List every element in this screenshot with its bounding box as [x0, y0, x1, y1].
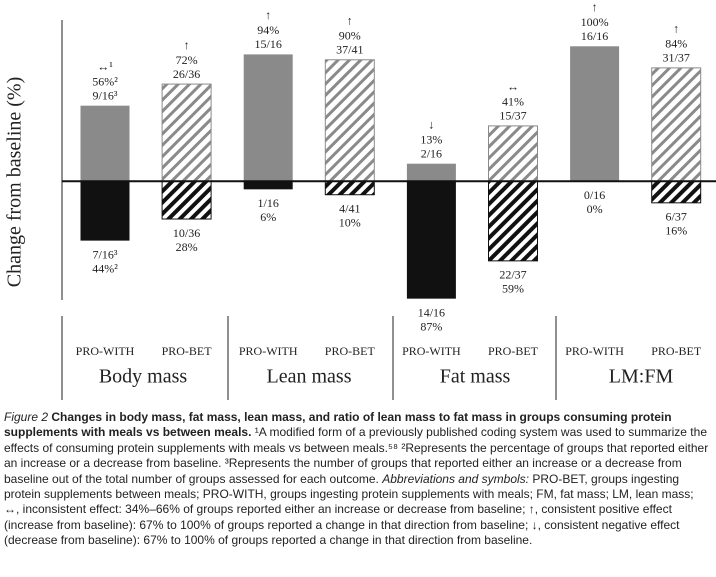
value-label: 28% — [176, 240, 198, 254]
value-label: 90% — [339, 29, 361, 43]
count-label: 7/16³ — [93, 247, 118, 261]
bar — [406, 163, 456, 182]
bar — [243, 181, 293, 190]
x-tick-label: PRO-BET — [162, 344, 213, 358]
y-axis-label: Change from baseline (%) — [4, 77, 26, 287]
caption-text: PRO-BET, groups ingesting protein supple… — [4, 471, 694, 548]
value-label: 41% — [502, 95, 524, 109]
bar — [406, 181, 456, 299]
direction-symbol: ↑ — [592, 0, 598, 14]
bar — [651, 67, 702, 182]
x-tick-label: PRO-WITH — [402, 344, 461, 358]
direction-symbol: ↑ — [184, 38, 190, 52]
bar — [80, 105, 130, 182]
value-label: 87% — [420, 319, 442, 333]
chart: Change from baseline (%) Body mass Lean m… — [4, 0, 716, 400]
value-label: 56%² — [92, 74, 118, 88]
x-tick-label: PRO-BET — [651, 344, 702, 358]
bar — [651, 180, 702, 204]
x-tick-label: PRO-WITH — [239, 344, 298, 358]
value-label: 0% — [587, 202, 603, 216]
bar — [161, 83, 212, 182]
value-label: 72% — [176, 53, 198, 67]
x-tick-label: PRO-WITH — [76, 344, 135, 358]
direction-symbol: ↔ — [507, 80, 519, 94]
group-label: Body mass — [99, 366, 188, 388]
count-label: 0/16 — [584, 188, 605, 202]
bar — [324, 180, 375, 196]
x-tick-label: PRO-WITH — [565, 344, 624, 358]
x-tick-label: PRO-BET — [325, 344, 376, 358]
count-label: 9/16³ — [93, 88, 118, 102]
direction-symbol: ↑ — [673, 22, 679, 36]
x-tick-label: PRO-BET — [488, 344, 539, 358]
count-label: 31/37 — [663, 51, 690, 65]
value-label: 94% — [257, 23, 279, 37]
bar — [161, 180, 212, 220]
count-label: 10/36 — [173, 226, 200, 240]
count-label: 14/16 — [418, 305, 445, 319]
direction-symbol: ↓ — [428, 117, 434, 131]
count-label: 26/36 — [173, 67, 200, 81]
value-label: 84% — [665, 37, 687, 51]
group-label: LM:FM — [609, 366, 674, 388]
value-label: 44%² — [92, 261, 118, 275]
value-label: 13% — [420, 132, 442, 146]
caption: Figure 2 Changes in body mass, fat mass,… — [4, 410, 712, 549]
value-label: 59% — [502, 282, 524, 296]
count-label: 2/16 — [421, 146, 442, 160]
value-label: 100% — [581, 15, 609, 29]
caption-text: ¹A modified form of a previously publish… — [4, 425, 709, 486]
count-label: 15/37 — [499, 109, 526, 123]
count-label: 4/41 — [339, 201, 360, 215]
figure-label: Figure 2 — [4, 410, 49, 424]
count-label: 6/37 — [666, 210, 687, 224]
bar — [570, 46, 620, 182]
caption-heading: Changes in body mass, fat mass, lean mas… — [4, 410, 672, 440]
abbrev-label: Abbreviations and symbols: — [382, 471, 529, 486]
direction-symbol: ↑ — [265, 8, 271, 22]
value-label: 6% — [260, 210, 276, 224]
value-label: 16% — [665, 224, 687, 238]
bar — [324, 59, 375, 182]
group-dividers — [61, 316, 557, 400]
bar — [243, 54, 293, 182]
bar — [488, 125, 538, 182]
bar — [488, 180, 538, 262]
group-label: Lean mass — [267, 366, 352, 388]
bar — [80, 181, 130, 241]
count-label: 37/41 — [336, 43, 363, 57]
count-label: 1/16 — [258, 196, 279, 210]
count-label: 22/37 — [499, 268, 526, 282]
direction-symbol: ↑ — [347, 14, 353, 28]
count-label: 16/16 — [581, 29, 608, 43]
value-label: 10% — [339, 215, 361, 229]
count-label: 15/16 — [255, 37, 282, 51]
group-label: Fat mass — [440, 366, 511, 388]
direction-symbol: ↔¹ — [97, 59, 113, 73]
